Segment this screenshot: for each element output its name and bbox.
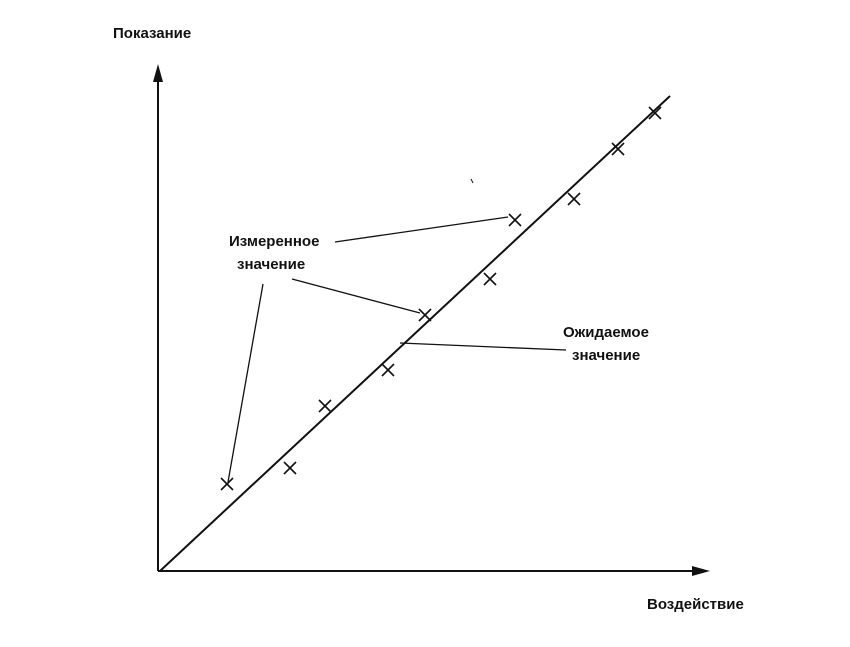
measured-point-10 (648, 106, 662, 120)
stray-mark (470, 178, 474, 184)
leader-line-measured-lower (227, 283, 264, 483)
leader-line-measured-upper (334, 216, 509, 243)
measured-label-line2: значение (237, 256, 305, 273)
leader-line-expected (399, 342, 567, 351)
x-axis-arrow-icon (692, 566, 710, 576)
measured-point-2 (283, 461, 297, 475)
measured-point-7 (508, 213, 522, 227)
measured-point-8 (567, 192, 581, 206)
measured-point-9 (611, 142, 625, 156)
y-axis-label: Показание (113, 25, 191, 42)
measured-point-4 (381, 363, 395, 377)
expected-value-line (159, 95, 671, 572)
measured-point-6 (483, 272, 497, 286)
measured-points (220, 106, 662, 491)
leader-line-measured-mid (291, 278, 421, 314)
expected-label-line2: значение (572, 347, 640, 364)
measured-label-line1: Измеренное (229, 233, 319, 250)
measured-point-1 (220, 477, 234, 491)
measured-point-5 (418, 308, 432, 322)
y-axis-arrow-icon (153, 64, 163, 82)
measured-point-3 (318, 399, 332, 413)
expected-label-line1: Ожидаемое (563, 324, 649, 341)
x-axis-label: Воздействие (647, 596, 744, 613)
